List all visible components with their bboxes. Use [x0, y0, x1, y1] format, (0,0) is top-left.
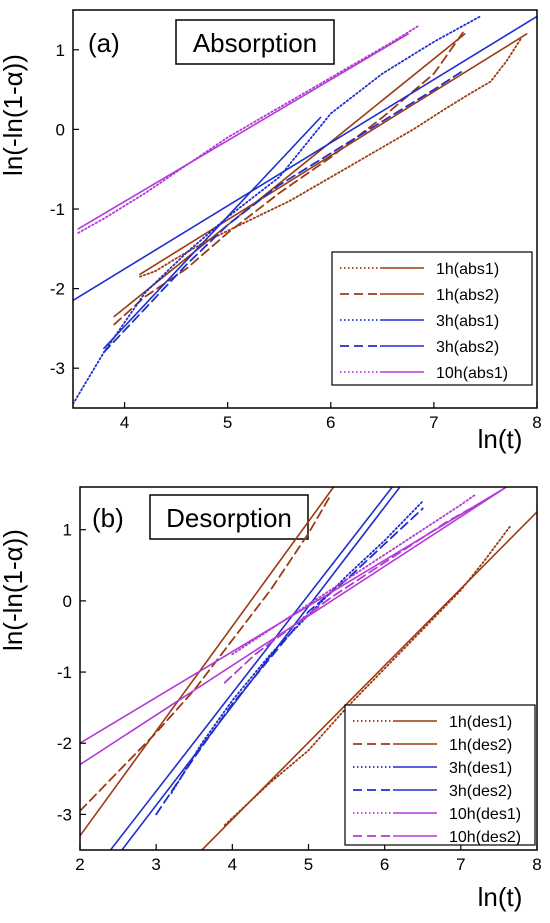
x-axis-label-a: ln(t): [478, 424, 523, 454]
panel-desorption: (b) Desorption 2 3 4 5 6 7 8 -3 -2 -1 0 1 ln(t) ln(…: [0, 486, 542, 912]
x-tick-label: 3: [151, 855, 160, 874]
y-tick-label: 1: [63, 521, 72, 540]
x-tick-label: 4: [228, 855, 237, 874]
x-tick-label: 7: [429, 413, 438, 432]
series-line-10h-des2-fit: [80, 487, 508, 766]
x-tick-label: 5: [223, 413, 232, 432]
legend-b: 1h(des1) 1h(des2) 3h(des1) 3h(des2) 10h(des1…: [344, 704, 536, 846]
series-line-3h-abs1-fit: [73, 15, 537, 302]
x-tick-label: 5: [304, 855, 313, 874]
y-axis-label-b: ln(-ln(1-α)): [0, 529, 28, 651]
y-tick-label: -3: [57, 805, 72, 824]
series-line-10h-des2-: [223, 500, 485, 684]
chart-title-b: Desorption: [166, 503, 292, 533]
ticks-a: 4 5 6 7 8 -3 -2 -1 0 1: [50, 41, 542, 432]
legend-label: 10h(des1): [449, 806, 521, 823]
y-tick-label: 0: [63, 592, 72, 611]
y-tick-label: 0: [56, 120, 65, 139]
x-axis-label-b: ln(t): [478, 882, 523, 912]
series-line-1h-abs2-: [113, 28, 466, 326]
legend-label: 10h(des2): [449, 829, 521, 846]
series-line-10h-abs1-: [77, 24, 420, 234]
series-line-3h-abs1-: [73, 15, 482, 405]
ticks-b: 2 3 4 5 6 7 8 -3 -2 -1 0 1: [57, 521, 542, 874]
series-line-10h-abs1-fit: [77, 33, 409, 230]
legend-label: 3h(abs1): [436, 313, 499, 330]
y-tick-label: -2: [57, 734, 72, 753]
plot-frame: [72, 9, 538, 409]
series-line-3h-des2-fit: [109, 487, 394, 850]
series-line-1h-des1-fit: [201, 511, 537, 850]
x-tick-label: 4: [120, 413, 129, 432]
legend-box: [344, 704, 536, 846]
series-line-3h-des2-: [155, 507, 424, 816]
x-tick-label: 8: [532, 413, 541, 432]
series-line-3h-des1-fit: [121, 487, 401, 850]
legend-label: 10h(abs1): [436, 365, 508, 382]
title-box-a: [175, 19, 335, 65]
x-tick-label: 2: [75, 855, 84, 874]
series-line-1h-abs1-: [139, 37, 523, 278]
panel-absorption: (a) Absorption 4 5 6 7 8 -3 -2 -1 0 1 ln(t) ln(-l…: [0, 9, 542, 454]
legend-label: 1h(abs2): [436, 287, 499, 304]
y-tick-label: -1: [50, 200, 65, 219]
series-group-b: [80, 487, 537, 850]
x-tick-label: 6: [326, 413, 335, 432]
panel-label-b: (b): [92, 503, 124, 533]
series-line-3h-abs2-fit: [103, 116, 322, 350]
panel-label-a: (a): [88, 28, 120, 58]
chart-title-a: Absorption: [193, 28, 317, 58]
legend-label: 1h(des1): [449, 714, 512, 731]
legend-label: 1h(abs1): [436, 261, 499, 278]
y-tick-label: 1: [56, 41, 65, 60]
plot-frame: [79, 486, 538, 851]
legend-label: 1h(des2): [449, 737, 512, 754]
legend-label: 3h(abs2): [436, 339, 499, 356]
x-tick-label: 8: [532, 855, 541, 874]
y-tick-label: -1: [57, 663, 72, 682]
y-tick-label: -3: [50, 359, 65, 378]
legend-label: 3h(des2): [449, 783, 512, 800]
series-line-3h-abs2-: [103, 68, 466, 354]
x-tick-label: 7: [456, 855, 465, 874]
series-line-1h-des2-fit: [80, 487, 335, 837]
series-line-1h-des2-: [80, 493, 333, 812]
legend-label: 3h(des1): [449, 760, 512, 777]
y-axis-label-a: ln(-ln(1-α)): [0, 54, 28, 176]
y-tick-label: -2: [50, 280, 65, 299]
series-group-a: [73, 15, 537, 405]
series-line-1h-abs1-fit: [139, 33, 528, 276]
legend-a: 1h(abs1) 1h(abs2) 3h(abs1) 3h(abs2) 10h(abs1…: [331, 251, 533, 386]
legend-box: [331, 251, 533, 386]
x-tick-label: 6: [380, 855, 389, 874]
series-line-1h-abs2-fit: [113, 33, 466, 318]
title-box-b: [149, 494, 309, 540]
